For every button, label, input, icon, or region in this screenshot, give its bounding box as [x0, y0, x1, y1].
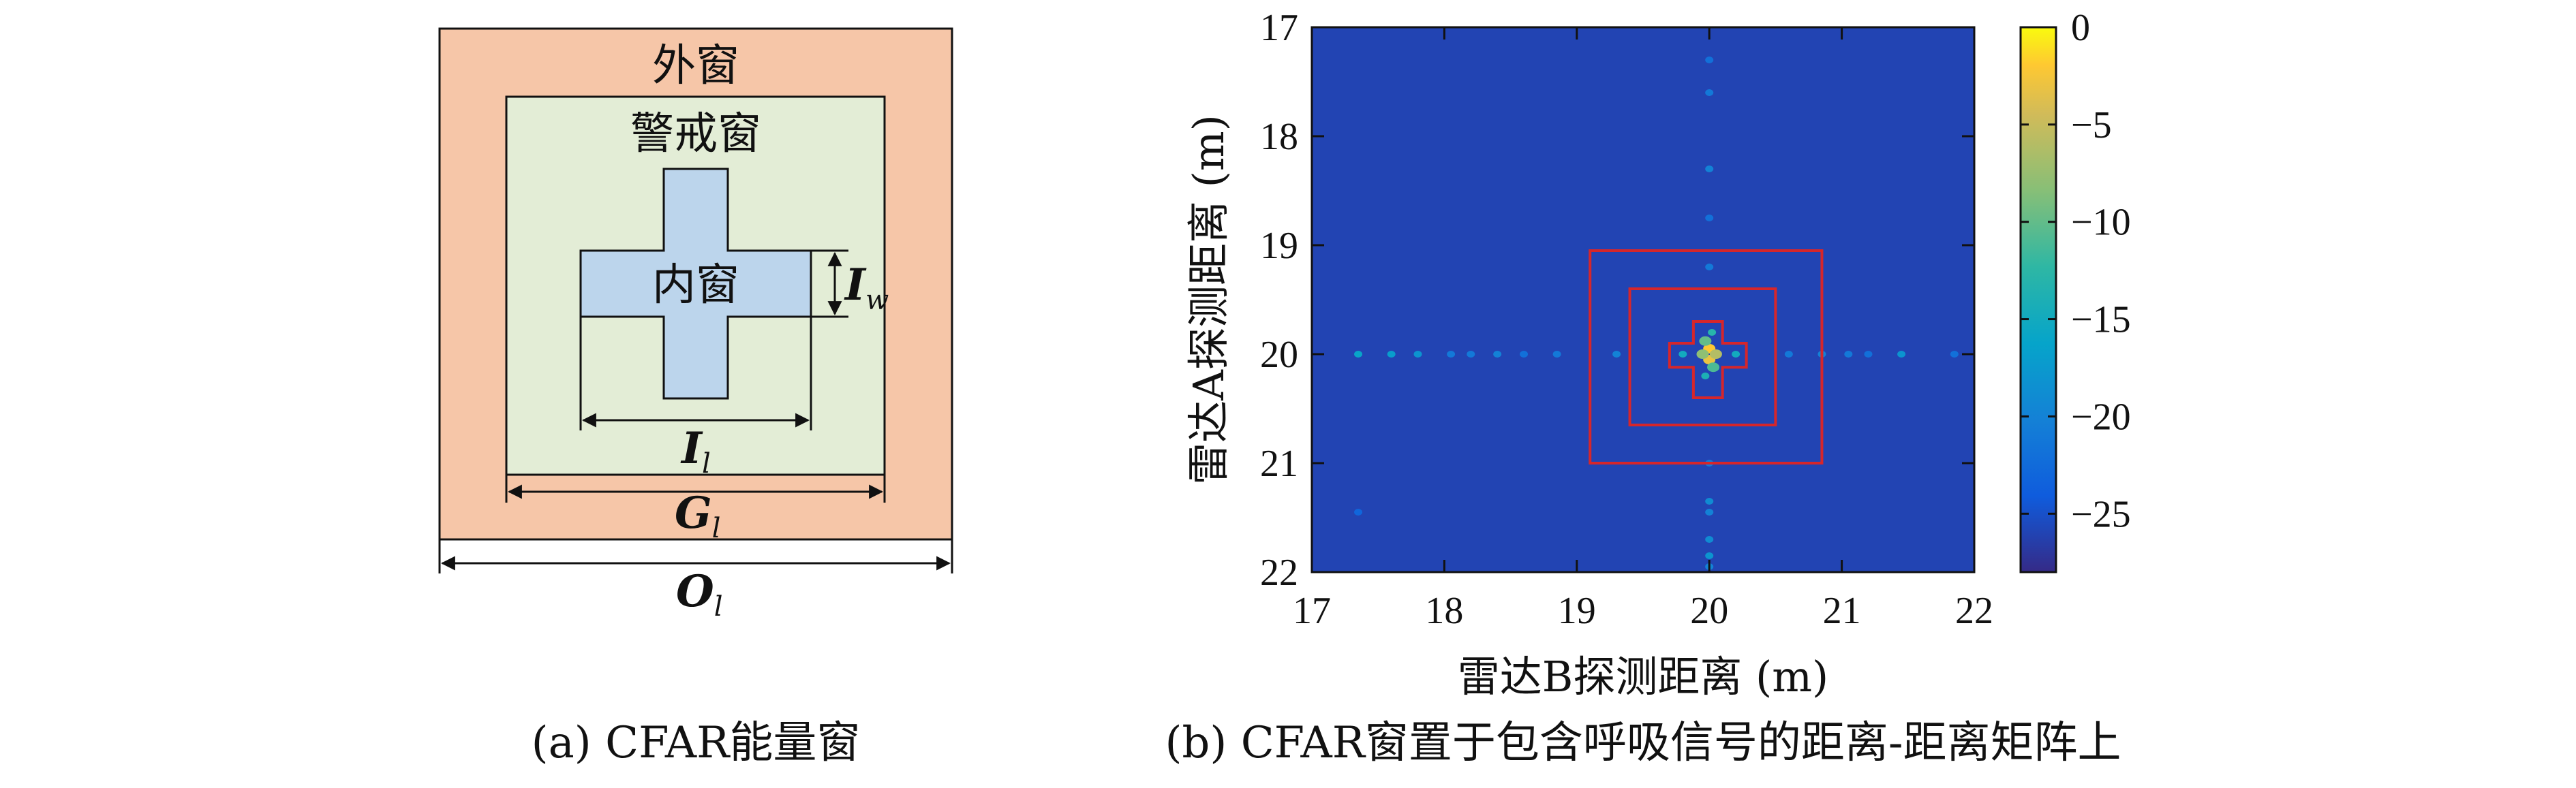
heatmap-spot — [1950, 351, 1959, 358]
heatmap-spot — [1897, 351, 1906, 358]
cfar-window-overlay — [1589, 249, 1824, 464]
heatmap-spot — [1493, 351, 1502, 358]
heatmap-spot — [1520, 351, 1529, 358]
heatmap-spot — [1387, 351, 1396, 358]
x-axis-label: 雷达B探测距离 (m) — [1458, 652, 1828, 702]
heatmap-spot — [1784, 351, 1793, 358]
dim-il-main: I — [680, 423, 703, 474]
heatmap-spot — [1705, 89, 1714, 96]
heatmap-spots — [1354, 57, 1959, 570]
dim-ol-label: Ol — [676, 566, 723, 622]
heatmap-spot — [1696, 349, 1709, 359]
heatmap-spot — [1413, 351, 1422, 358]
dim-il-sub: l — [702, 448, 711, 479]
colorbar-bar — [2019, 26, 2057, 573]
x-tick-label: 19 — [1558, 590, 1596, 632]
y-tick-label: 22 — [1260, 552, 1298, 594]
heatmap-spot — [1705, 166, 1714, 172]
heatmap-spot — [1612, 351, 1621, 358]
heatmap-spot — [1705, 498, 1714, 505]
y-axis-label: 雷达A探测距离 (m) — [1184, 114, 1233, 485]
y-tick-label: 19 — [1260, 225, 1298, 267]
x-axis-ticks: 17 18 19 20 21 22 — [1293, 27, 1993, 632]
colorbar-tick-label: −20 — [2071, 396, 2131, 438]
x-tick-label: 21 — [1823, 590, 1861, 632]
heatmap-background — [1312, 27, 1974, 572]
x-tick-label: 22 — [1955, 590, 1993, 632]
dim-iw-label: Iw — [844, 259, 889, 316]
heatmap-spot — [1705, 509, 1714, 516]
heatmap-spot — [1354, 351, 1363, 358]
heatmap-spot — [1732, 351, 1741, 358]
heatmap-spot — [1701, 373, 1710, 379]
colorbar-tick-label: −5 — [2071, 104, 2112, 146]
panel-b-heatmap: 17 18 19 20 21 22 17 18 19 20 21 22 — [1260, 7, 1993, 632]
y-axis-ticks: 17 18 19 20 21 22 — [1260, 7, 1974, 594]
y-tick-label: 17 — [1260, 7, 1298, 49]
colorbar-tick-label: −10 — [2071, 202, 2131, 244]
dim-iw-main: I — [844, 259, 867, 311]
dim-ol-main: O — [676, 566, 714, 617]
colorbar-tick-label: 0 — [2071, 7, 2090, 49]
cfar-outer-window — [1589, 249, 1824, 464]
heatmap-spot — [1552, 351, 1561, 358]
heatmap-spot — [1707, 362, 1720, 373]
heatmap-spot — [1844, 351, 1853, 358]
heatmap-spot — [1705, 536, 1714, 543]
x-tick-label: 18 — [1425, 590, 1463, 632]
dim-gl-label: Gl — [675, 488, 720, 544]
x-tick-label: 20 — [1690, 590, 1728, 632]
outer-window-label: 外窗 — [652, 41, 739, 91]
inner-window-cross — [579, 168, 812, 400]
heatmap-spot — [1705, 552, 1714, 559]
dim-il-label: Il — [680, 423, 711, 479]
heatmap-spot — [1705, 215, 1714, 221]
cfar-guard-window — [1628, 287, 1777, 426]
panel-a-caption: (a) CFAR能量窗 — [532, 718, 861, 768]
dim-ol-sub: l — [714, 591, 723, 622]
heatmap-spot — [1705, 264, 1714, 270]
heatmap-spot — [1354, 509, 1363, 516]
guard-window-label: 警戒窗 — [630, 109, 761, 159]
colorbar-tick-label: −25 — [2071, 493, 2131, 535]
panel-b-caption: (b) CFAR窗置于包含呼吸信号的距离-距离矩阵上 — [1165, 718, 2121, 768]
heatmap-spot — [1864, 351, 1873, 358]
dim-gl-main: G — [675, 488, 712, 539]
cfar-inner-window — [1668, 320, 1748, 399]
heatmap-spot — [1699, 336, 1712, 346]
heatmap-spot — [1705, 57, 1714, 63]
colorbar: 0 −5 −10 −15 −20 −25 — [2019, 7, 2131, 573]
dim-gl-sub: l — [712, 513, 721, 544]
heatmap-spot — [1678, 351, 1687, 358]
heatmap-spot — [1708, 329, 1717, 336]
heatmap-frame — [1310, 26, 1976, 573]
colorbar-ticks: 0 −5 −10 −15 −20 −25 — [2021, 7, 2131, 535]
heatmap-spot — [1447, 351, 1456, 358]
y-tick-label: 20 — [1260, 334, 1298, 376]
y-tick-label: 18 — [1260, 116, 1298, 158]
x-tick-label: 17 — [1293, 590, 1331, 632]
panel-a-diagram: 外窗 警戒窗 内窗 Iw Il Gl Ol — [438, 27, 953, 622]
y-tick-label: 21 — [1260, 443, 1298, 485]
dim-iw-sub: w — [865, 285, 889, 316]
inner-window-label: 内窗 — [652, 260, 739, 311]
heatmap-spot — [1709, 349, 1722, 359]
heatmap-spot — [1467, 351, 1475, 358]
colorbar-tick-label: −15 — [2071, 299, 2131, 341]
